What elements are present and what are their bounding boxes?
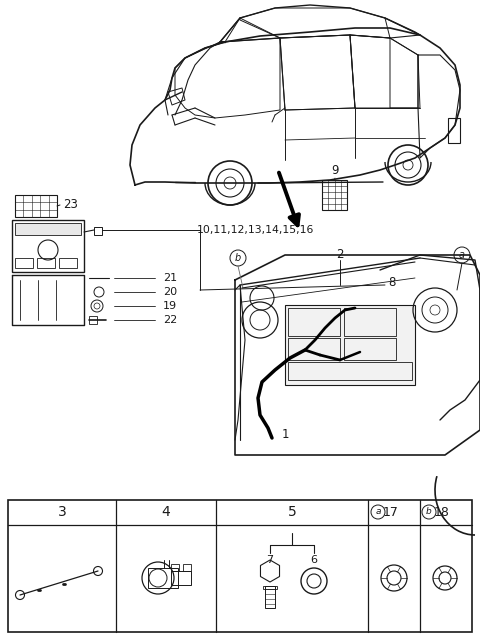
Bar	[265, 586, 275, 608]
Bar	[59, 258, 77, 268]
Text: a: a	[459, 250, 465, 260]
Text: 7: 7	[266, 555, 274, 565]
Bar	[288, 362, 412, 380]
Text: b: b	[235, 253, 241, 263]
Text: 10,11,12,13,14,15,16: 10,11,12,13,14,15,16	[196, 225, 314, 235]
Bar	[285, 305, 415, 385]
Bar	[37, 258, 55, 268]
Bar	[448, 118, 460, 143]
Bar	[8, 500, 472, 632]
Text: 3: 3	[58, 505, 66, 519]
Text: 8: 8	[388, 276, 396, 290]
Bar	[344, 308, 396, 336]
Text: 20: 20	[163, 287, 177, 297]
Bar	[322, 180, 347, 210]
Text: 23: 23	[63, 198, 78, 212]
Text: 2: 2	[336, 248, 344, 262]
Bar	[263, 586, 277, 589]
Bar	[89, 316, 97, 324]
Text: 9: 9	[331, 163, 339, 177]
Text: b: b	[426, 507, 432, 517]
Text: 4: 4	[162, 505, 170, 519]
Text: 19: 19	[163, 301, 177, 311]
Bar	[288, 308, 340, 336]
Bar	[183, 564, 191, 571]
Text: 1: 1	[281, 429, 289, 441]
Text: a: a	[375, 507, 381, 517]
Bar	[94, 227, 102, 235]
Bar	[344, 338, 396, 360]
Bar	[171, 564, 179, 571]
Bar	[15, 223, 81, 235]
Bar	[171, 571, 191, 585]
Text: 17: 17	[383, 505, 399, 519]
Bar	[15, 195, 57, 217]
Bar	[12, 220, 84, 272]
Text: 18: 18	[434, 505, 450, 519]
Text: 6: 6	[311, 555, 317, 565]
Text: 22: 22	[163, 315, 177, 325]
Text: 21: 21	[163, 273, 177, 283]
Bar	[288, 338, 340, 360]
Bar	[15, 258, 33, 268]
Bar	[148, 568, 178, 588]
Text: 5: 5	[288, 505, 296, 519]
